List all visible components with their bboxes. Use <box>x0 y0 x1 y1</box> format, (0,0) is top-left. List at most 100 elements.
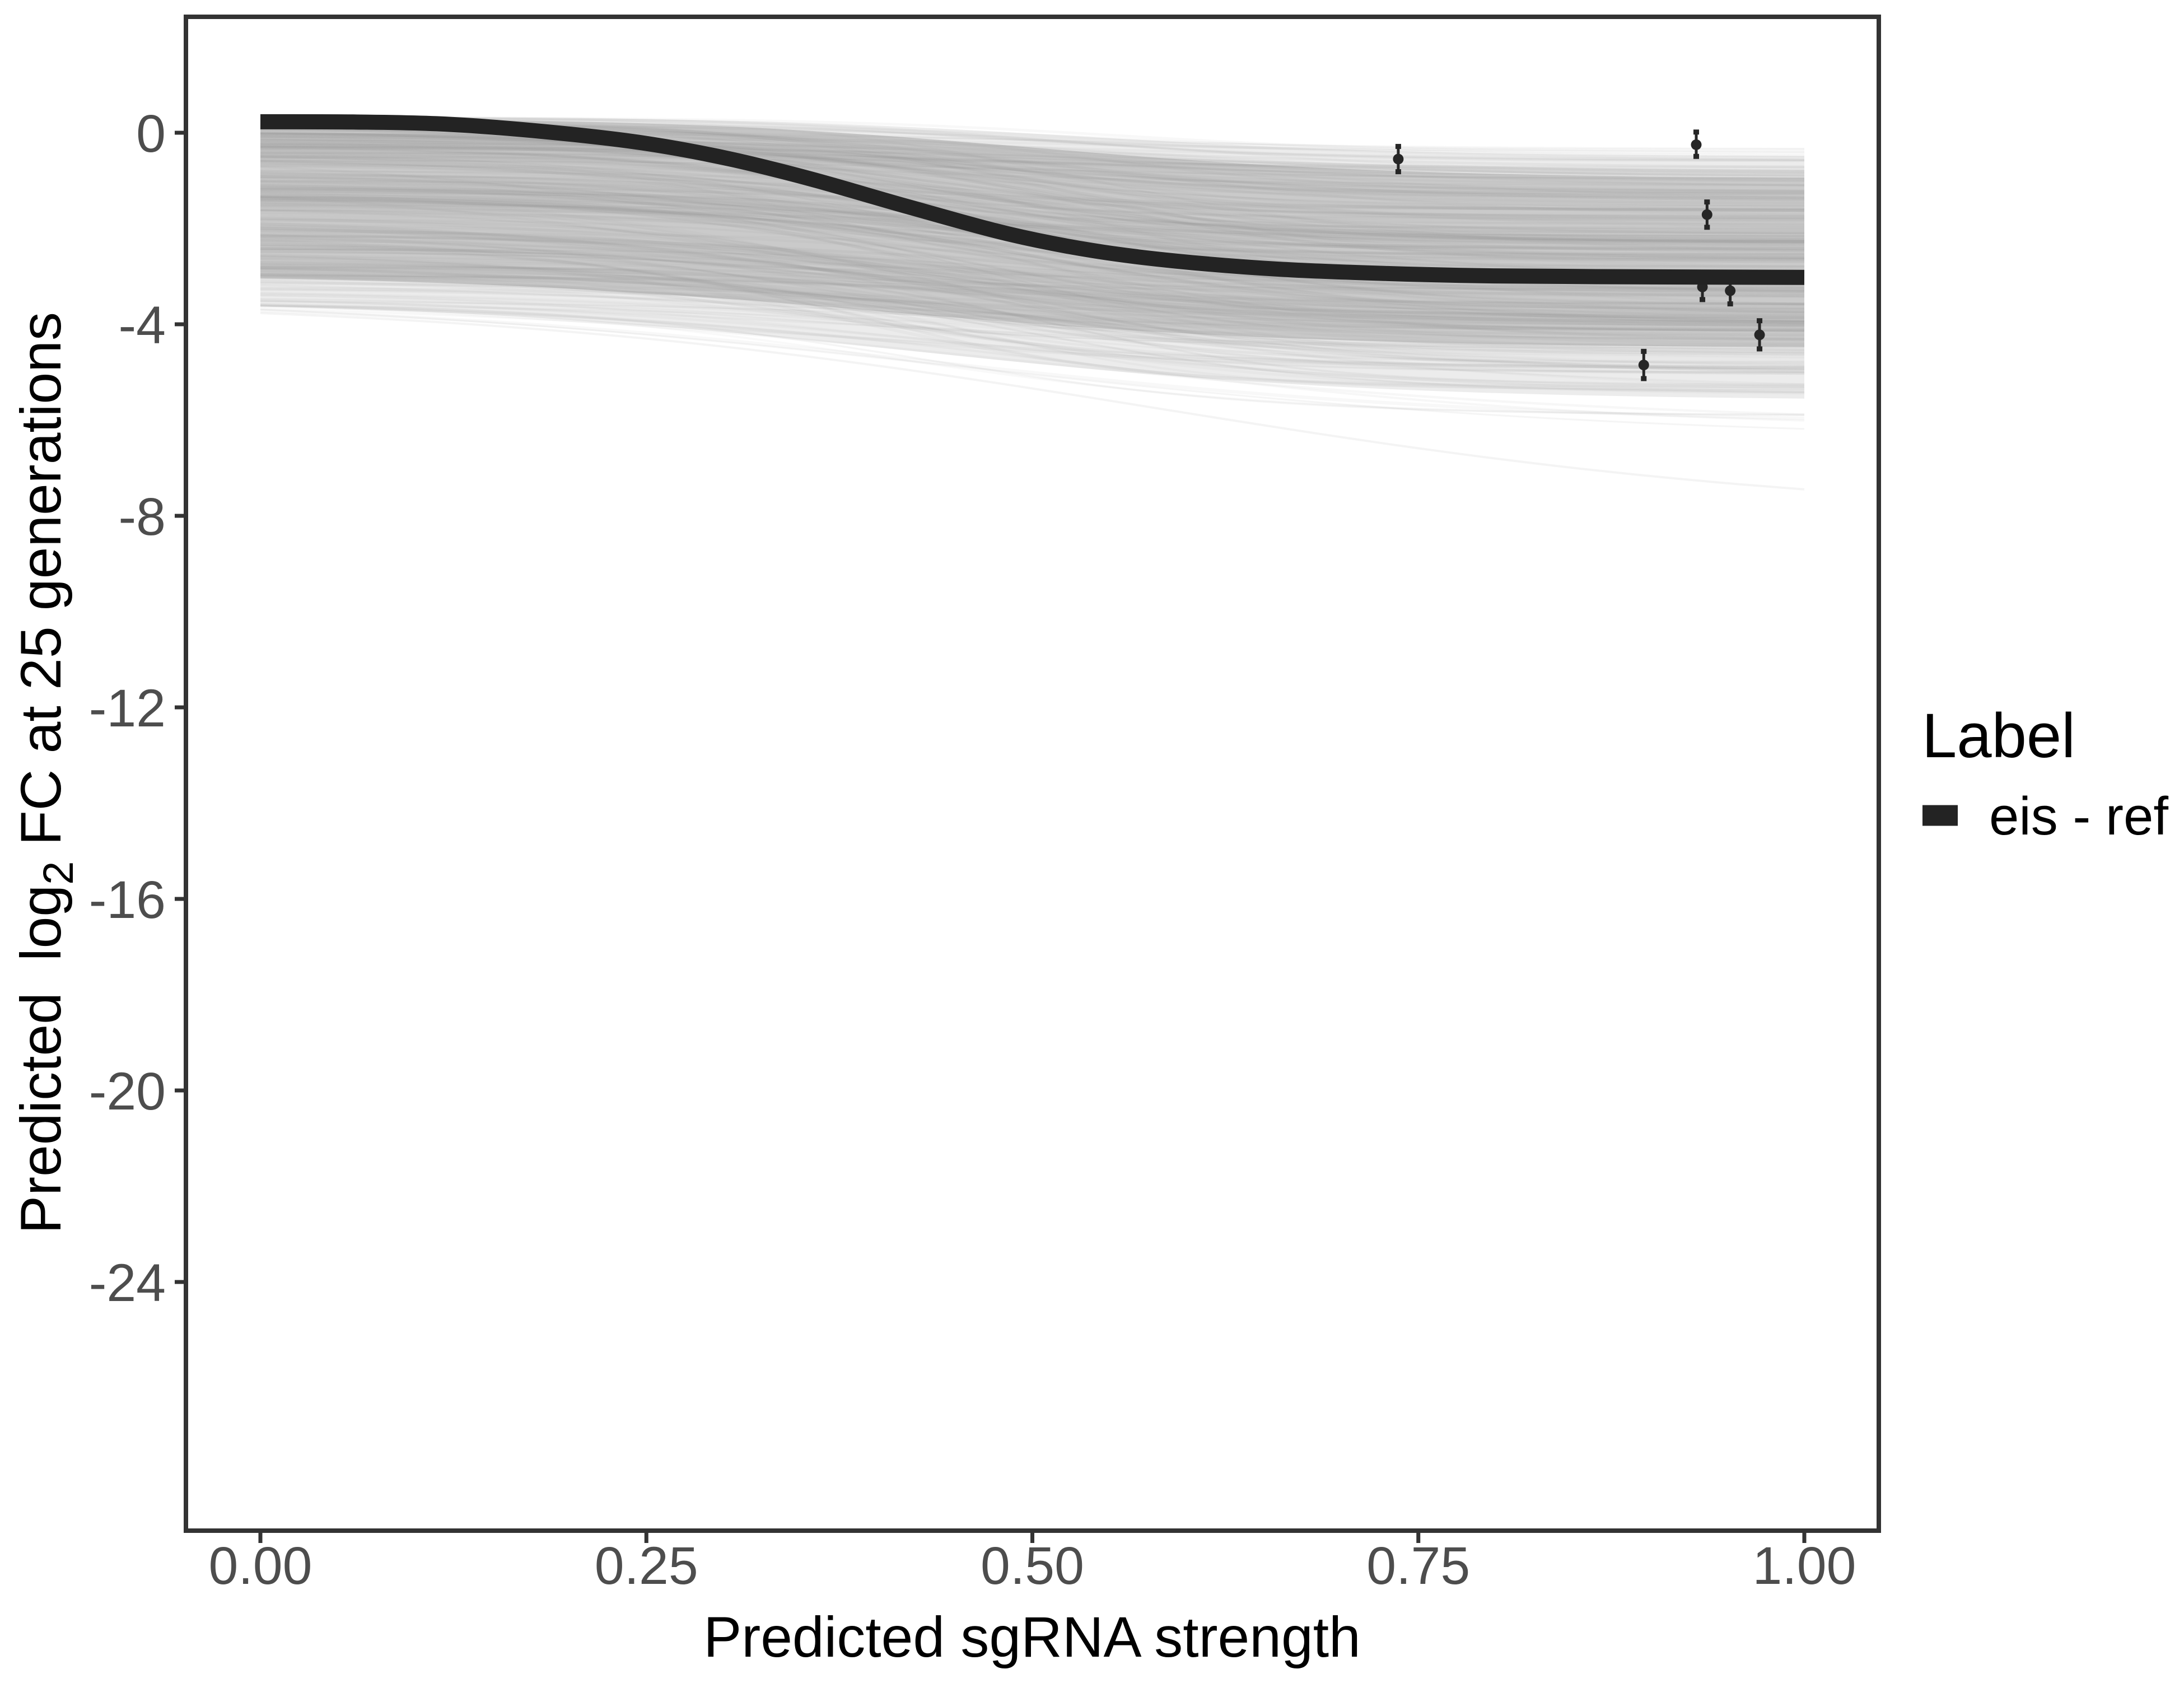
posterior-draw-line <box>260 234 1805 325</box>
posterior-draw-line <box>260 186 1805 246</box>
posterior-draw-line <box>260 299 1805 394</box>
posterior-draw-line <box>260 141 1805 269</box>
posterior-draw-line <box>260 262 1805 298</box>
posterior-draw-line <box>260 305 1805 422</box>
posterior-draw-line <box>260 266 1804 307</box>
posterior-draw-line <box>260 227 1805 336</box>
x-tick-label: 0.50 <box>981 1536 1084 1596</box>
posterior-draw-line <box>260 209 1805 322</box>
posterior-draw-line <box>260 218 1805 355</box>
posterior-draw-line <box>260 148 1805 211</box>
posterior-draw-line <box>260 175 1804 217</box>
posterior-draw-line <box>260 309 1805 420</box>
posterior-draw-line <box>260 159 1805 250</box>
posterior-draw-line <box>260 276 1805 389</box>
posterior-draw-line <box>260 236 1805 310</box>
posterior-draw-line <box>260 288 1805 374</box>
posterior-draw-line <box>260 280 1805 338</box>
posterior-draw-line <box>260 133 1805 180</box>
posterior-draw-line <box>260 115 1804 152</box>
posterior-draw-line <box>260 280 1804 347</box>
posterior-draw-line <box>260 150 1805 243</box>
posterior-draw-line <box>260 179 1805 237</box>
posterior-draw-line <box>260 205 1805 318</box>
posterior-draw-line <box>260 260 1805 297</box>
posterior-draw-line <box>260 245 1805 375</box>
posterior-draw-line <box>260 131 1805 244</box>
posterior-draw-line <box>260 166 1805 292</box>
posterior-draw-line <box>260 156 1805 234</box>
posterior-draw-line <box>260 199 1805 319</box>
posterior-draw-line <box>260 136 1805 228</box>
posterior-draw-line <box>260 188 1805 257</box>
posterior-draw-line <box>260 153 1805 244</box>
y-tick-label: -16 <box>89 870 166 930</box>
x-tick-label: 0.25 <box>595 1536 698 1596</box>
posterior-draw-line <box>260 192 1805 305</box>
error-bar-cap-bottom <box>1641 376 1647 381</box>
y-tick-label: -12 <box>89 679 166 738</box>
posterior-draw-line <box>260 139 1804 243</box>
posterior-draw-line <box>260 269 1805 358</box>
posterior-draw-line <box>260 117 1805 162</box>
posterior-draw-line <box>260 237 1805 324</box>
posterior-draw-line <box>260 248 1804 388</box>
observed-pointranges <box>1393 129 1765 381</box>
posterior-draw-line <box>260 274 1805 353</box>
posterior-draw-line <box>260 230 1805 325</box>
posterior-draw-line <box>260 195 1805 328</box>
posterior-draw-line <box>260 152 1805 183</box>
posterior-draw-line <box>260 196 1805 310</box>
posterior-draw-line <box>260 200 1805 332</box>
posterior-draw-line <box>260 136 1805 245</box>
legend: Label eis - ref <box>1922 701 2168 846</box>
posterior-draw-line <box>260 274 1805 316</box>
x-axis-title: Predicted sgRNA strength <box>703 1605 1361 1669</box>
posterior-draw-line <box>260 141 1805 171</box>
posterior-draw-line <box>260 145 1805 218</box>
posterior-draw-line <box>260 159 1805 292</box>
posterior-draw-line <box>260 202 1805 311</box>
data-point <box>1638 360 1649 371</box>
y-title-word2: log <box>9 885 73 961</box>
posterior-draw-line <box>260 152 1805 187</box>
posterior-draw-line <box>260 146 1805 241</box>
posterior-draw-line <box>260 293 1805 353</box>
posterior-draw-line <box>260 246 1805 370</box>
posterior-draw-line <box>260 304 1805 416</box>
posterior-draw-line <box>260 267 1805 326</box>
posterior-draw-line <box>260 144 1805 176</box>
posterior-draw-line <box>260 175 1805 239</box>
y-tick-label: -24 <box>89 1253 166 1313</box>
posterior-draw-line <box>260 143 1805 243</box>
posterior-draw-line <box>260 266 1805 372</box>
posterior-draw-line <box>260 169 1805 222</box>
posterior-draw-line <box>260 291 1805 374</box>
posterior-draw-line <box>260 206 1805 237</box>
posterior-draw-line <box>260 216 1805 324</box>
y-title-word1: Predicted <box>9 992 73 1234</box>
posterior-draw-line <box>260 243 1805 369</box>
posterior-draw-line <box>260 239 1805 351</box>
posterior-draw-line <box>260 191 1805 330</box>
eis-ref-curve <box>260 114 1805 285</box>
posterior-draw-line <box>260 183 1805 243</box>
legend-entry-label: eis - ref <box>1989 786 2168 846</box>
posterior-draw-line <box>260 132 1805 177</box>
posterior-draw-line <box>260 251 1805 333</box>
posterior-draw-line <box>260 138 1805 213</box>
posterior-draw-line <box>260 235 1805 316</box>
error-bar-cap-bottom <box>1727 301 1733 307</box>
posterior-draw-line <box>260 176 1804 268</box>
data-point <box>1754 329 1765 341</box>
posterior-draw-line <box>260 132 1805 246</box>
posterior-draw-line <box>260 241 1805 366</box>
posterior-draw-line <box>260 155 1805 272</box>
posterior-draw-line <box>260 170 1805 235</box>
posterior-draw-line <box>260 222 1805 319</box>
posterior-draw-line <box>260 299 1805 351</box>
posterior-draw-line <box>260 276 1805 313</box>
posterior-draw-line <box>260 276 1805 324</box>
